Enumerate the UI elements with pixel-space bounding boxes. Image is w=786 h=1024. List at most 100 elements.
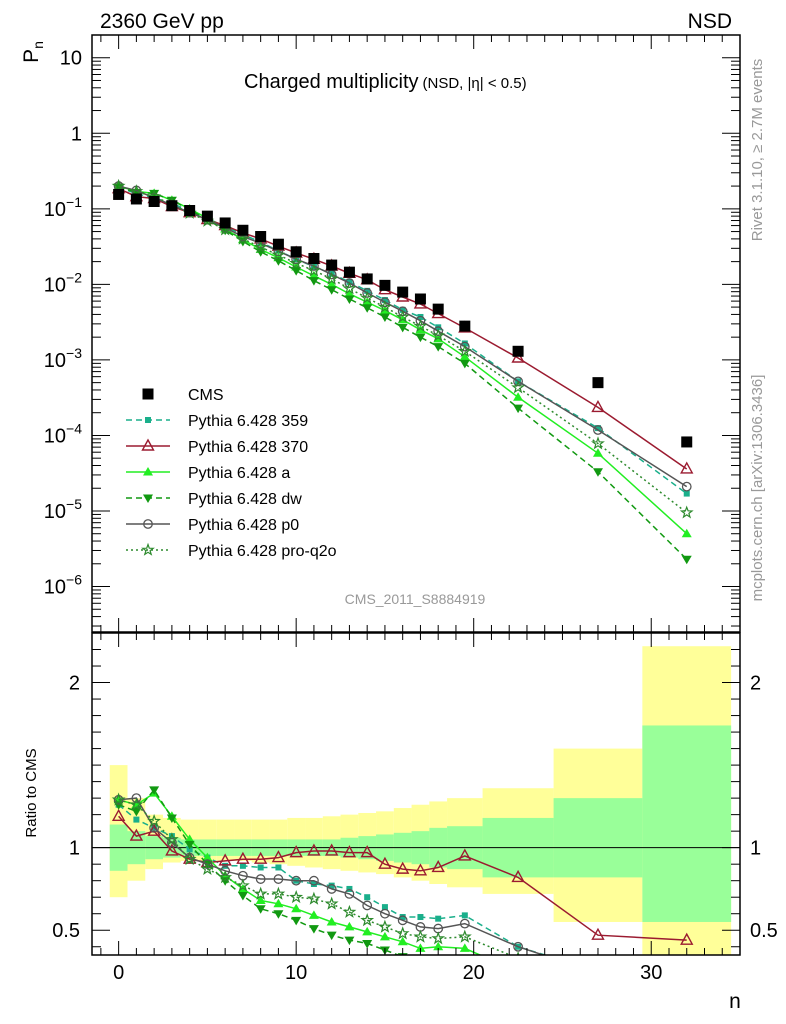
ratio-point	[275, 864, 282, 871]
ratio-y-label: Ratio to CMS	[23, 748, 40, 837]
ratio-point	[220, 865, 231, 876]
ratio-point	[433, 956, 443, 965]
ratio-point	[184, 840, 195, 850]
ratio-point	[218, 853, 232, 866]
data-point	[681, 528, 692, 538]
data-point	[459, 351, 470, 361]
ratio-point	[131, 807, 142, 817]
data-point	[397, 306, 408, 317]
ratio-point	[324, 843, 339, 856]
ratio-point	[415, 958, 425, 967]
ratio-point	[431, 860, 445, 873]
ratio-point	[684, 975, 690, 981]
legend-label: Pythia 6.428 p0	[188, 517, 299, 534]
ratio-point	[682, 1004, 692, 1013]
data-point	[413, 318, 428, 333]
data-point	[414, 293, 426, 305]
mcplots-side-label: mcplots.cern.ch [arXiv:1306.3436]	[749, 375, 766, 602]
ratio-point	[289, 845, 303, 858]
data-point	[593, 425, 603, 435]
ratio-point	[360, 912, 375, 927]
ratio-point	[342, 904, 357, 918]
ratio-point	[307, 843, 321, 856]
data-point	[513, 404, 524, 414]
y-tick-label: 10−3	[44, 345, 82, 372]
ratio-point	[378, 856, 392, 869]
data-point	[236, 231, 250, 245]
data-point	[324, 271, 339, 285]
data-point	[511, 380, 525, 394]
y-tick-label: 10−6	[44, 572, 82, 599]
ratio-point	[147, 813, 162, 828]
data-point	[592, 377, 604, 389]
ratio-point	[111, 792, 126, 806]
ratio-point	[397, 915, 408, 926]
ratio-point	[129, 797, 144, 811]
ratio-y-tick-label-right: 0.5	[750, 920, 778, 942]
ratio-point	[166, 837, 177, 848]
data-point	[594, 425, 601, 432]
ratio-point	[364, 894, 371, 901]
ratio-point	[415, 943, 426, 952]
ratio-point	[380, 908, 390, 919]
ratio-point	[328, 882, 335, 889]
ratio-point	[342, 845, 357, 858]
ratio-point	[165, 832, 179, 846]
data-point	[326, 259, 338, 271]
ratio-point	[239, 862, 246, 869]
ratio-point	[326, 884, 337, 894]
watermark-label: CMS_2011_S8884919	[345, 591, 486, 607]
data-point	[344, 288, 355, 298]
ratio-point	[310, 880, 317, 887]
ratio-point	[202, 852, 213, 862]
series-pythia-6-428-a	[113, 181, 692, 538]
legend-label: Pythia 6.428 359	[188, 413, 308, 430]
ratio-point	[166, 814, 177, 823]
series-line	[118, 185, 688, 514]
ratio-point	[133, 816, 140, 823]
ratio-point	[111, 808, 126, 821]
ratio-point	[344, 921, 355, 931]
header-left-label: 2360 GeV pp	[100, 10, 224, 33]
ratio-point	[459, 943, 470, 952]
data-point	[431, 328, 446, 342]
ratio-point	[257, 864, 264, 871]
ratio-y-tick-label: 1	[69, 838, 80, 860]
ratio-point	[459, 918, 470, 929]
data-point	[395, 309, 410, 323]
ratio-point	[433, 941, 444, 951]
data-point	[343, 266, 355, 278]
data-point	[379, 313, 390, 322]
ratio-point	[273, 874, 284, 884]
y-tick-label: 10−5	[44, 496, 82, 523]
y-tick-label: 10−4	[44, 420, 82, 447]
data-point	[326, 286, 337, 295]
ratio-point	[291, 875, 302, 886]
ratio-point	[591, 927, 605, 940]
ratio-point	[593, 981, 604, 991]
ratio-point	[593, 988, 603, 997]
ratio-point	[129, 828, 144, 841]
ratio-y-tick-label: 2	[69, 673, 80, 695]
legend-label: Pythia 6.428 dw	[188, 491, 302, 508]
legend-marker	[141, 542, 155, 556]
data-point	[360, 290, 375, 304]
y-tick-label: 10−1	[44, 194, 82, 221]
ratio-point	[273, 898, 284, 908]
ratio-point	[457, 929, 472, 943]
data-point	[184, 205, 196, 217]
data-point	[459, 341, 470, 352]
ratio-point	[344, 889, 355, 899]
y-axis-label-main: P	[20, 49, 43, 63]
legend-marker	[143, 494, 153, 503]
ratio-point	[399, 914, 406, 921]
legend-entry: Pythia 6.428 359	[126, 413, 308, 430]
legend-entry: Pythia 6.428 p0	[126, 517, 299, 534]
data-point	[592, 468, 603, 477]
ratio-point	[324, 896, 339, 910]
ratio-point	[165, 843, 179, 856]
data-point	[591, 399, 605, 413]
ratio-point	[379, 931, 390, 941]
ratio-point	[360, 845, 374, 858]
